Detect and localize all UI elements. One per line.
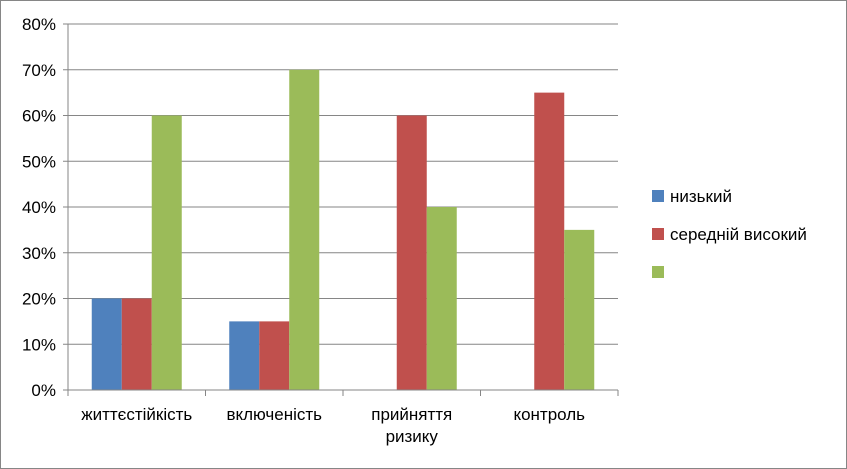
x-category-label: контроль [513,405,585,424]
bar [426,207,457,390]
legend-swatch [652,190,664,202]
legend-swatch [652,266,664,278]
x-category-label: життєстійкість [81,405,192,424]
bar [534,92,565,390]
y-tick-label: 40% [22,198,56,217]
legend-label: середній високий [670,225,807,244]
y-tick-label: 30% [22,244,56,263]
y-tick-label: 70% [22,61,56,80]
x-category-label-line: включеність [226,405,322,424]
x-category-label: прийняття ризику [371,405,452,446]
y-tick-label: 80% [22,15,56,34]
bar [151,115,182,390]
bar [396,115,427,390]
legend-swatch [652,228,664,240]
bar [259,321,290,390]
y-tick-label: 20% [22,290,56,309]
y-tick-label: 0% [31,381,56,400]
y-tick-label: 10% [22,335,56,354]
x-category-label: включеність [226,405,322,424]
y-axis-ticks: 0% 10% 20% 30% 40% 50% 60% 70% 80% [22,15,68,400]
legend: низький середній високий [652,187,807,278]
x-category-label-line: прийняття [371,405,452,424]
bars [91,69,595,390]
bar [91,298,122,390]
bar [229,321,260,390]
axes [67,24,619,396]
x-category-label-line: життєстійкість [81,405,192,424]
category-labels: життєстійкість включеність прийняття ризику… [81,405,585,446]
bar [121,298,152,390]
legend-label: низький [670,187,732,206]
bar [564,229,595,390]
y-tick-label: 60% [22,107,56,126]
bar [289,69,320,390]
y-tick-label: 50% [22,152,56,171]
x-category-label-line: контроль [513,405,585,424]
x-category-label-line: ризику [386,427,439,446]
